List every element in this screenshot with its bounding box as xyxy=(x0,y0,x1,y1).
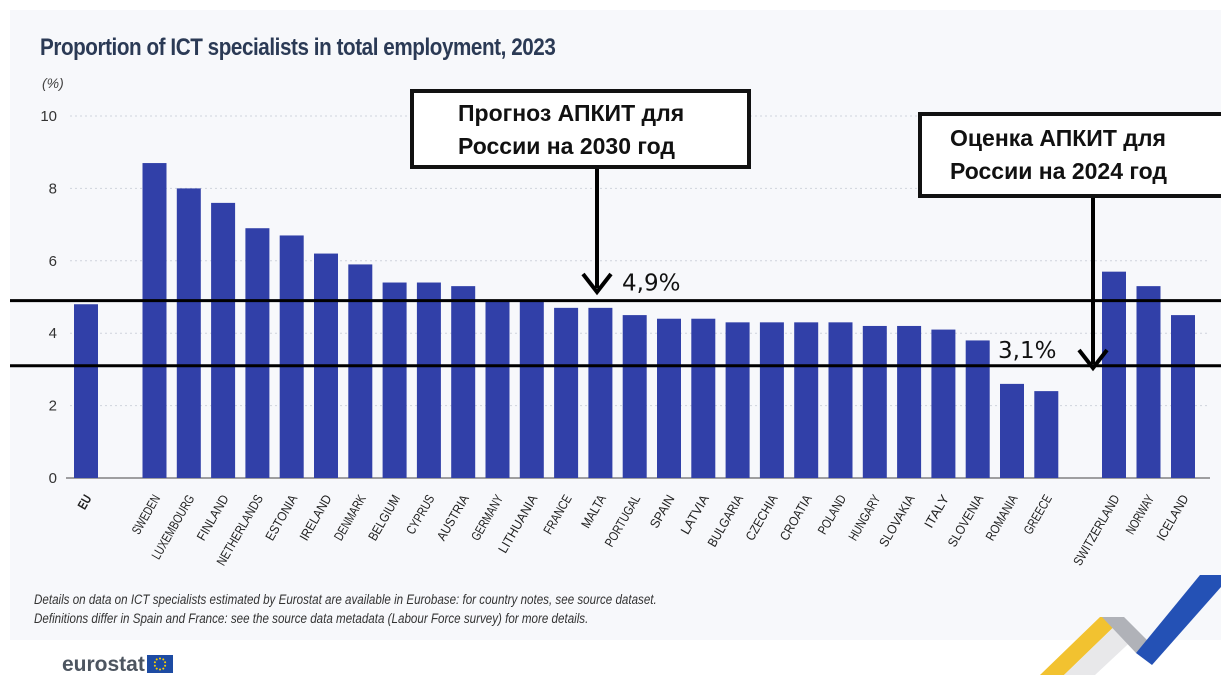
reference-line-label: 4,9% xyxy=(622,271,680,297)
forecast-2030-line1: Прогноз АПКИТ для xyxy=(458,100,685,126)
bar-greece xyxy=(1034,391,1059,478)
y-tick-label: 4 xyxy=(49,325,57,342)
bar-slovenia xyxy=(965,340,990,478)
arrow-2030-head xyxy=(581,272,613,296)
x-tick-label: EU xyxy=(74,492,94,512)
bar-switzerland xyxy=(1102,271,1126,478)
arrow-2024-head xyxy=(1077,348,1109,372)
bar-latvia xyxy=(691,318,716,478)
bar-portugal xyxy=(622,315,647,478)
bar-germany xyxy=(485,300,510,478)
x-tick-label: NORWAY xyxy=(1123,492,1158,537)
forecast-2030-callout: Прогноз АПКИТ для России на 2030 год xyxy=(410,89,751,169)
estimate-2024-line2: России на 2024 год xyxy=(950,158,1168,184)
bar-poland xyxy=(828,322,853,478)
x-tick-label: FINLAND xyxy=(194,492,232,543)
x-tick-label: SWEDEN xyxy=(129,492,164,537)
bar-malta xyxy=(588,307,613,478)
bar-slovakia xyxy=(897,325,922,478)
x-tick-label: DENMARK xyxy=(331,492,369,543)
bar-sweden xyxy=(142,163,167,478)
x-tick-label: ICELAND xyxy=(1153,492,1191,543)
x-tick-label: CZECHIA xyxy=(742,492,780,543)
footnote-2: Definitions differ in Spain and France: … xyxy=(34,611,589,626)
bar-lithuania xyxy=(519,300,544,478)
bar-czechia xyxy=(759,322,784,478)
y-tick-label: 0 xyxy=(49,470,57,487)
eurostat-logo: eurostat xyxy=(62,653,173,679)
bar-italy xyxy=(931,329,956,478)
footnote-1: Details on data on ICT specialists estim… xyxy=(34,592,657,607)
eurostat-logo-text: eurostat xyxy=(62,653,145,676)
x-tick-label: MALTA xyxy=(578,492,609,531)
estimate-2024-line1: Оценка АПКИТ для xyxy=(950,125,1166,151)
bar-belgium xyxy=(382,282,407,478)
y-tick-label: 8 xyxy=(49,180,57,197)
bar-spain xyxy=(657,318,681,478)
x-tick-label: CYPRUS xyxy=(403,492,438,537)
reference-line-label: 3,1% xyxy=(998,338,1056,364)
x-tick-label: SWITZERLAND xyxy=(1070,492,1123,568)
bar-denmark xyxy=(348,264,373,478)
x-tick-label: LATVIA xyxy=(677,492,712,537)
y-tick-label: 6 xyxy=(49,253,57,270)
x-tick-label: BELGIUM xyxy=(365,492,403,543)
bar-luxembourg xyxy=(176,188,201,478)
bar-finland xyxy=(211,202,236,478)
x-tick-label: POLAND xyxy=(815,492,850,537)
x-tick-label: HUNGARY xyxy=(845,492,883,543)
bar-france xyxy=(554,307,579,478)
y-tick-label: 2 xyxy=(49,398,57,415)
bar-iceland xyxy=(1171,315,1195,478)
chart-title: Proportion of ICT specialists in total e… xyxy=(40,34,556,61)
bar-austria xyxy=(451,286,476,478)
bar-netherlands xyxy=(245,228,270,478)
estimate-2024-callout: Оценка АПКИТ для России на 2024 год xyxy=(918,112,1221,198)
x-tick-label: FRANCE xyxy=(540,492,575,537)
eu-flag-icon xyxy=(146,655,173,673)
bar-hungary xyxy=(862,325,887,478)
bar-eu xyxy=(74,304,98,478)
bar-cyprus xyxy=(416,282,441,478)
footnotes: Details on data on ICT specialists estim… xyxy=(34,590,657,628)
x-tick-label: ITALY xyxy=(921,492,952,531)
x-tick-label: GERMANY xyxy=(468,492,506,543)
bar-bulgaria xyxy=(725,322,750,478)
y-tick-label: 10 xyxy=(40,108,57,125)
x-tick-label: AUSTRIA xyxy=(434,492,472,543)
bar-estonia xyxy=(279,235,304,478)
bar-romania xyxy=(1000,383,1024,478)
x-tick-label: SPAIN xyxy=(647,492,678,531)
bar-norway xyxy=(1136,286,1161,478)
x-tick-label: IRELAND xyxy=(296,492,334,543)
decorative-chevron-graphic xyxy=(1040,575,1221,675)
y-axis-unit-label: (%) xyxy=(42,75,64,91)
x-tick-label: ROMANIA xyxy=(982,492,1020,543)
bar-croatia xyxy=(794,322,819,478)
x-tick-label: CROATIA xyxy=(777,492,815,543)
x-tick-label: GREECE xyxy=(1020,492,1055,537)
x-tick-label: ESTONIA xyxy=(262,492,300,543)
forecast-2030-line2: России на 2030 год xyxy=(458,133,676,159)
